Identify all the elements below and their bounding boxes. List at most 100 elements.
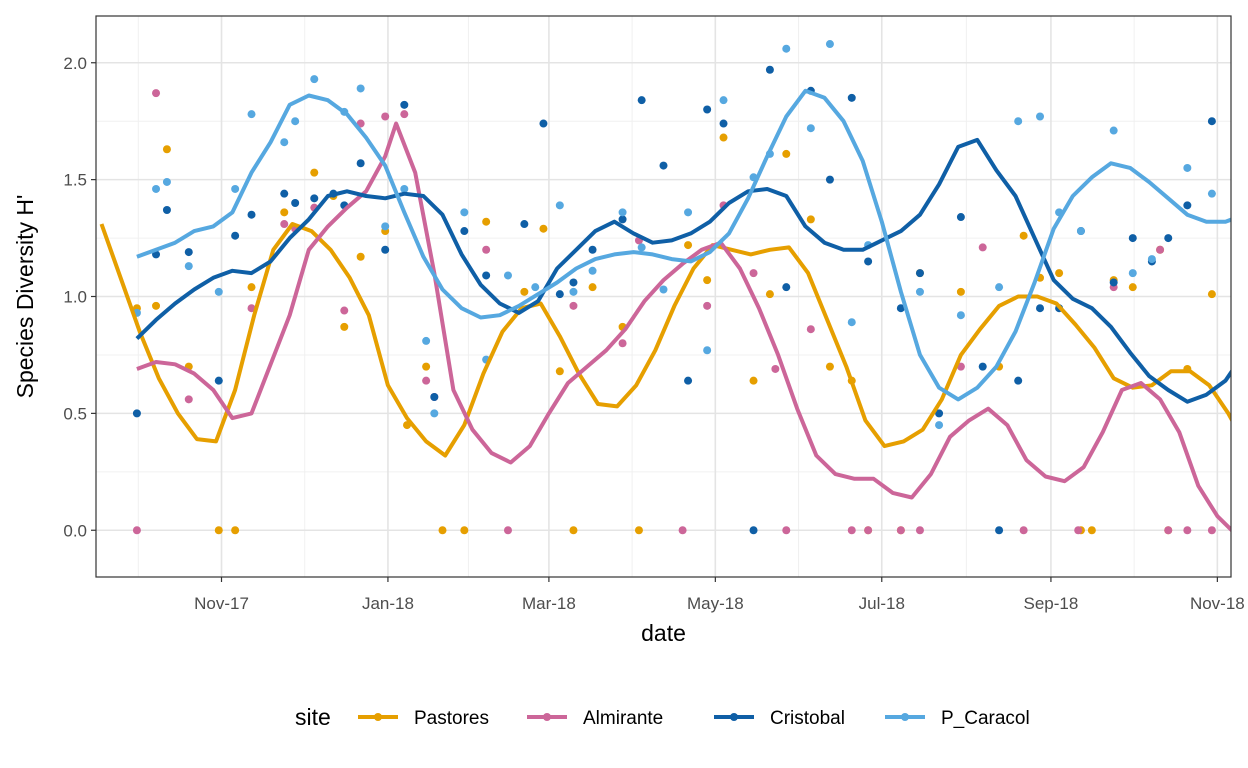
data-point-p_caracol: [588, 266, 597, 275]
legend-title: site: [295, 704, 331, 730]
data-point-p_caracol: [555, 201, 564, 210]
data-point-p_caracol: [162, 177, 171, 186]
data-point-pastores: [684, 241, 693, 250]
data-point-almirante: [782, 526, 791, 535]
data-point-p_caracol: [310, 75, 319, 84]
legend-label-pastores: Pastores: [414, 708, 489, 729]
data-point-pastores: [765, 290, 774, 299]
data-point-pastores: [422, 362, 431, 371]
data-point-p_caracol: [782, 44, 791, 53]
data-point-p_caracol: [703, 346, 712, 355]
data-point-cristobal: [214, 376, 223, 385]
y-tick-label: 2.0: [63, 54, 87, 73]
data-point-almirante: [978, 243, 987, 252]
data-point-p_caracol: [1014, 117, 1023, 126]
y-tick-label: 1.0: [63, 288, 87, 307]
legend-label-almirante: Almirante: [583, 708, 663, 729]
data-point-pastores: [825, 362, 834, 371]
data-point-cristobal: [684, 376, 693, 385]
data-point-cristobal: [637, 96, 646, 105]
data-point-cristobal: [765, 65, 774, 74]
data-point-cristobal: [618, 215, 627, 224]
data-point-cristobal: [569, 278, 578, 287]
data-point-almirante: [1074, 526, 1083, 535]
data-point-almirante: [503, 526, 512, 535]
smooth-line-cristobal: [135, 137, 1231, 404]
data-point-p_caracol: [1109, 126, 1118, 135]
data-point-cristobal: [703, 105, 712, 114]
data-point-almirante: [771, 364, 780, 373]
x-tick-label: Jul-18: [859, 594, 905, 613]
legend: site Pastores Almirante Cristobal P_Caracol: [295, 704, 1030, 730]
data-point-cristobal: [460, 227, 469, 236]
data-point-cristobal: [162, 206, 171, 215]
data-point-cristobal: [1036, 304, 1045, 313]
data-point-almirante: [678, 526, 687, 535]
data-point-almirante: [482, 245, 491, 254]
data-point-p_caracol: [291, 117, 300, 126]
data-point-cristobal: [482, 271, 491, 280]
data-point-cristobal: [1014, 376, 1023, 385]
data-point-cristobal: [555, 290, 564, 299]
data-point-pastores: [588, 283, 597, 292]
data-point-cristobal: [280, 189, 289, 198]
data-point-almirante: [618, 339, 627, 348]
data-point-p_caracol: [825, 40, 834, 49]
data-point-cristobal: [847, 93, 856, 102]
data-point-cristobal: [782, 283, 791, 292]
data-point-almirante: [247, 304, 256, 313]
data-point-cristobal: [1164, 234, 1173, 243]
data-point-pastores: [482, 217, 491, 226]
data-point-p_caracol: [531, 283, 540, 292]
data-point-almirante: [896, 526, 905, 535]
smooth-line-almirante: [136, 121, 1231, 533]
data-point-cristobal: [356, 159, 365, 168]
x-tick-label: Mar-18: [522, 594, 576, 613]
data-point-p_caracol: [806, 124, 815, 133]
data-point-almirante: [132, 526, 141, 535]
data-point-pastores: [749, 376, 758, 385]
y-tick-label: 0.5: [63, 404, 87, 423]
data-point-pastores: [280, 208, 289, 217]
x-tick-label: Nov-18: [1190, 594, 1245, 613]
data-point-almirante: [749, 269, 758, 278]
data-point-p_caracol: [381, 222, 390, 231]
data-point-cristobal: [291, 199, 300, 207]
data-point-p_caracol: [719, 96, 728, 105]
data-point-p_caracol: [422, 336, 431, 345]
data-point-cristobal: [539, 119, 548, 128]
data-point-cristobal: [956, 213, 965, 222]
data-point-p_caracol: [1036, 112, 1045, 121]
legend-key-point-pastores: [374, 713, 382, 721]
data-point-p_caracol: [214, 287, 223, 296]
data-point-almirante: [184, 395, 193, 404]
data-point-pastores: [162, 145, 171, 154]
data-point-cristobal: [400, 100, 409, 109]
data-point-almirante: [280, 220, 289, 229]
x-tick-label: May-18: [687, 594, 744, 613]
data-point-p_caracol: [956, 311, 965, 320]
data-point-pastores: [956, 287, 965, 296]
data-point-pastores: [1055, 269, 1064, 278]
data-point-almirante: [152, 89, 161, 98]
data-point-p_caracol: [460, 208, 469, 217]
data-point-p_caracol: [400, 184, 409, 193]
data-point-p_caracol: [280, 138, 289, 147]
data-point-pastores: [806, 215, 815, 224]
data-point-almirante: [806, 325, 815, 334]
data-point-p_caracol: [684, 208, 693, 217]
data-point-pastores: [1019, 231, 1028, 240]
data-point-p_caracol: [637, 243, 646, 252]
data-point-cristobal: [915, 269, 924, 278]
y-tick-label: 0.0: [63, 521, 87, 540]
data-point-almirante: [1156, 245, 1165, 254]
data-point-cristobal: [659, 161, 668, 170]
data-point-pastores: [539, 224, 548, 233]
data-point-p_caracol: [356, 84, 365, 93]
x-tick-label: Jan-18: [362, 594, 414, 613]
data-point-pastores: [634, 526, 643, 535]
data-point-pastores: [782, 149, 791, 158]
data-point-almirante: [1019, 526, 1028, 535]
data-point-p_caracol: [659, 285, 668, 294]
